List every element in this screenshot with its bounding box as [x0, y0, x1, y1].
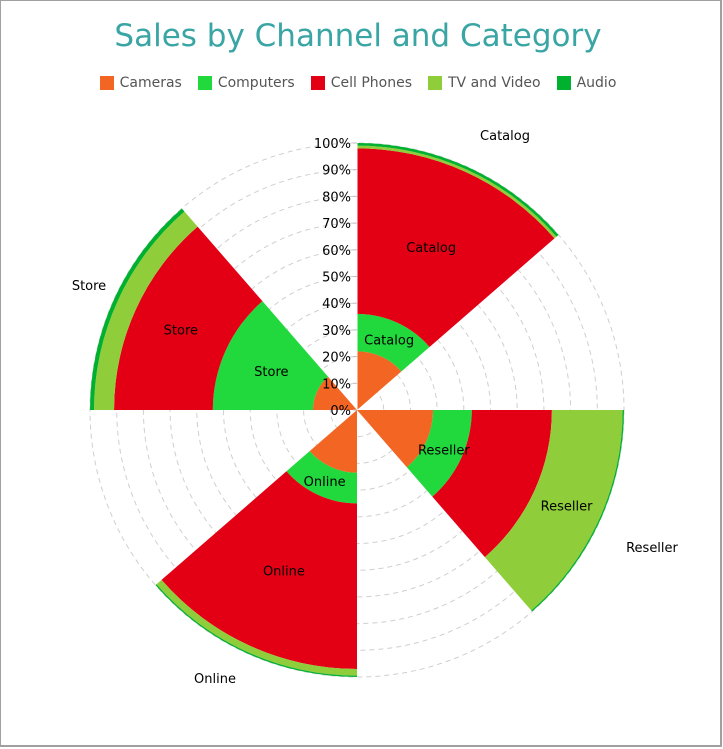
- radial-tick-label: 10%: [322, 377, 351, 392]
- data-labels: Catalog Catalog Reseller Reseller Online Onli…: [164, 241, 593, 579]
- radial-tick-label: 100%: [314, 137, 351, 152]
- legend-item-computers[interactable]: Computers: [197, 75, 295, 91]
- sector-catalog-cell-phones[interactable]: [357, 148, 555, 347]
- data-label: Catalog: [406, 241, 456, 256]
- legend-item-audio[interactable]: Audio: [556, 75, 617, 91]
- radial-tick-label: 50%: [322, 271, 351, 286]
- data-label: Online: [304, 475, 346, 490]
- sector-online-cameras[interactable]: [309, 410, 357, 473]
- radial-tick-label: 40%: [322, 297, 351, 312]
- sector-reseller-cell-phones[interactable]: [432, 410, 552, 558]
- radial-tick-label: 70%: [322, 217, 351, 232]
- radial-tick-label: 30%: [322, 324, 351, 339]
- legend-label: Computers: [217, 75, 295, 91]
- sector-reseller-tv-and-video[interactable]: [484, 410, 623, 611]
- legend-label: Audio: [576, 75, 617, 91]
- radial-tick-label: 90%: [322, 164, 351, 179]
- data-label: Reseller: [418, 444, 470, 459]
- data-label: Store: [164, 324, 198, 339]
- legend-label: TV and Video: [448, 75, 541, 91]
- sector-store-cell-phones[interactable]: [114, 226, 263, 410]
- legend-swatch-icon: [556, 76, 571, 90]
- sector-catalog-cameras[interactable]: [357, 351, 402, 410]
- radial-tick-label: 0%: [330, 404, 351, 419]
- sector-catalog-computers[interactable]: [357, 313, 430, 372]
- sector-store-cameras[interactable]: [312, 376, 357, 410]
- legend-item-tv-and-video[interactable]: TV and Video: [428, 75, 541, 91]
- legend-swatch-icon: [428, 76, 442, 90]
- sector-reseller-computers[interactable]: [406, 410, 472, 497]
- legend-item-cameras[interactable]: Cameras: [99, 75, 182, 91]
- category-labels: Catalog Reseller Online Store: [72, 129, 679, 687]
- sector-online-computers[interactable]: [286, 451, 357, 504]
- legend-label: Cameras: [119, 75, 182, 91]
- radial-tick-label: 80%: [322, 190, 351, 205]
- category-label-catalog: Catalog: [480, 129, 530, 144]
- chart-sectors: [90, 143, 624, 677]
- legend-swatch-icon: [197, 76, 212, 90]
- sector-online-cell-phones[interactable]: [161, 471, 357, 669]
- data-label: Store: [254, 365, 288, 380]
- sector-store-tv-and-video[interactable]: [94, 211, 198, 410]
- legend-label: Cell Phones: [330, 75, 412, 91]
- data-label: Catalog: [364, 334, 414, 349]
- legend-item-cell-phones[interactable]: Cell Phones: [310, 75, 412, 91]
- legend-swatch-icon: [99, 76, 114, 90]
- data-label: Online: [263, 564, 305, 579]
- sector-reseller-cameras[interactable]: [357, 410, 434, 468]
- radial-tick-label: 60%: [322, 244, 351, 259]
- chart-title: Sales by Channel and Category: [114, 18, 602, 54]
- category-label-online: Online: [194, 672, 236, 687]
- sector-store-computers[interactable]: [212, 301, 329, 410]
- radial-tick-label: 20%: [322, 351, 351, 366]
- legend-swatch-icon: [310, 76, 325, 90]
- legend: Cameras Computers Cell Phones TV and Vid…: [0, 75, 716, 91]
- category-label-reseller: Reseller: [626, 541, 678, 556]
- category-label-store: Store: [72, 279, 106, 294]
- data-label: Reseller: [541, 499, 593, 514]
- radial-axis: 0% 10% 20% 30% 40% 50% 60% 70% 80% 90% 100%: [314, 137, 358, 419]
